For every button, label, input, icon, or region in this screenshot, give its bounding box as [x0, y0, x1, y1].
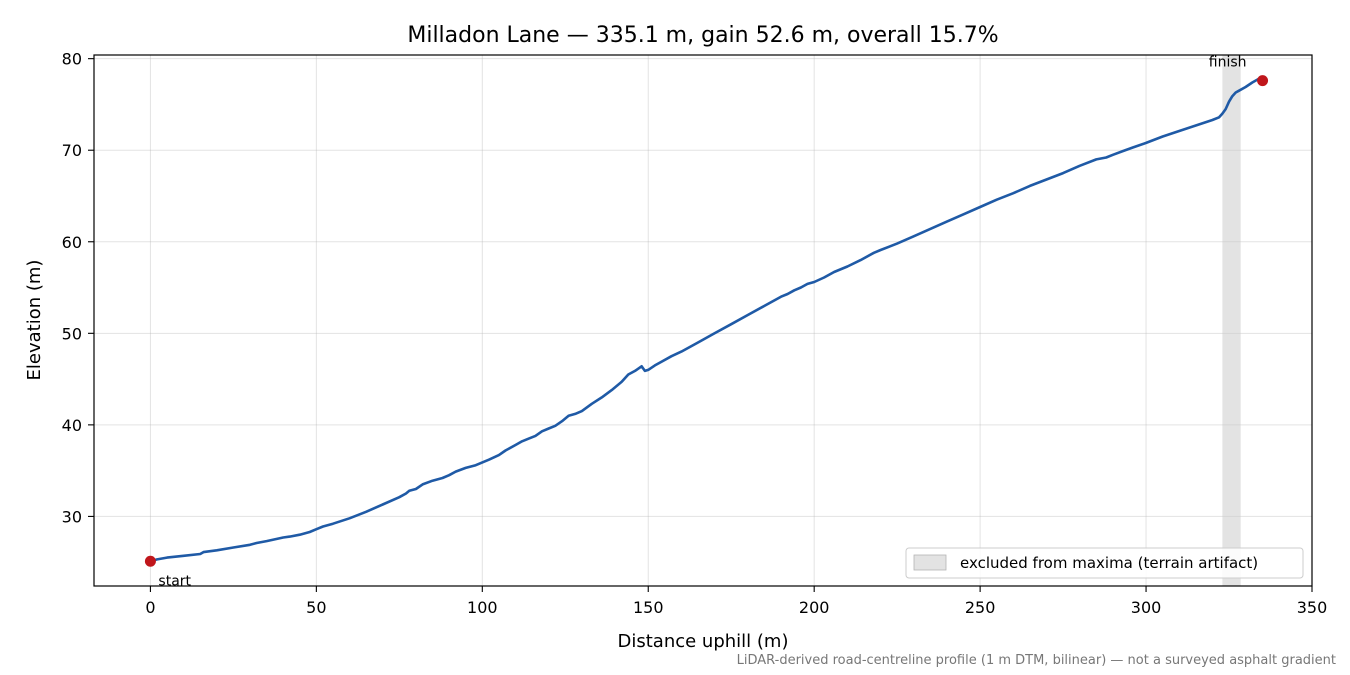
x-tick-label-200: 200 [799, 598, 830, 617]
y-tick-label-50: 50 [62, 324, 82, 343]
legend-frame [905, 547, 1304, 579]
y-tick-label-70: 70 [62, 141, 82, 160]
excluded-band [1222, 55, 1241, 586]
x-tick-label-100: 100 [467, 598, 498, 617]
finish-point [1257, 75, 1269, 87]
y-tick-label-60: 60 [62, 233, 82, 252]
series-layer [149, 77, 1264, 563]
x-tick-label-0: 0 [145, 598, 155, 617]
y-axis-label: Elevation (m) [24, 260, 45, 381]
x-axis-ticks: 0 50 100 150 200 250 300 350 [145, 586, 1327, 617]
chart-title: Milladon Lane — 335.1 m, gain 52.6 m, ov… [407, 23, 998, 48]
y-tick-label-30: 30 [62, 507, 82, 526]
plot-frame [93, 54, 1313, 587]
start-point [144, 555, 156, 567]
x-tick-label-150: 150 [633, 598, 664, 617]
x-tick-label-250: 250 [965, 598, 996, 617]
excluded-band-layer [1222, 55, 1241, 586]
x-tick-label-350: 350 [1297, 598, 1328, 617]
start-label: start [158, 573, 191, 589]
footnote: LiDAR-derived road-centreline profile (1… [737, 653, 1336, 668]
y-tick-label-40: 40 [62, 416, 82, 435]
grid [94, 55, 1313, 586]
finish-label: finish [1209, 55, 1247, 71]
endpoints-layer: start finish [144, 55, 1269, 589]
x-axis-label: Distance uphill (m) [618, 631, 789, 652]
x-tick-label-50: 50 [306, 598, 326, 617]
elevation-line-0 [149, 77, 1264, 563]
x-tick-label-300: 300 [1131, 598, 1162, 617]
y-tick-label-80: 80 [62, 50, 82, 69]
legend-swatch-excluded [913, 554, 947, 571]
legend-label-excluded: excluded from maxima (terrain artifact) [960, 554, 1258, 572]
legend: excluded from maxima (terrain artifact) [905, 547, 1304, 579]
y-axis-ticks: 30 40 50 60 70 80 [62, 50, 94, 526]
